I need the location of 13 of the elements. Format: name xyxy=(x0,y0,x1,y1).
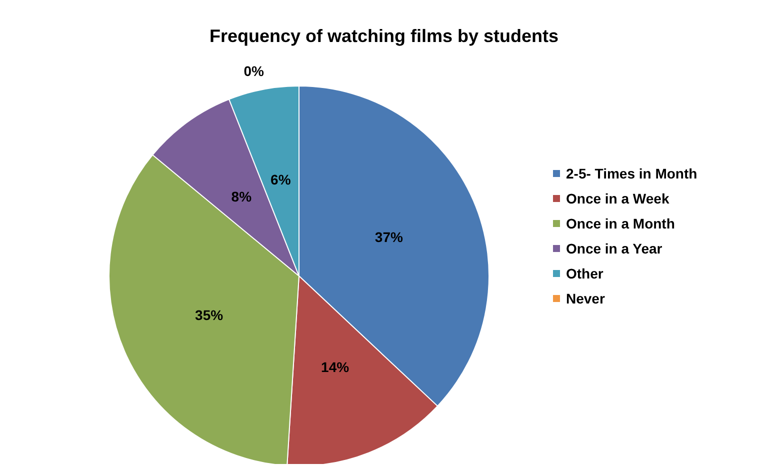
data-label: 14% xyxy=(321,359,350,376)
legend-label: Other xyxy=(566,266,604,282)
text: 0% xyxy=(244,63,264,79)
legend-label: 2-5- Times in Month xyxy=(566,166,698,182)
legend-label: Once in a Week xyxy=(566,190,670,206)
chart-title: Frequency of watching films by students xyxy=(209,26,559,46)
legend-label: Once in a Year xyxy=(566,240,663,256)
data-label: 37% xyxy=(374,229,404,246)
legend-label: Never xyxy=(566,290,606,306)
data-label: 35% xyxy=(195,306,224,323)
legend-label: Once in a Month xyxy=(566,216,675,232)
data-label: 6% xyxy=(270,172,292,188)
data-label: 8% xyxy=(231,188,252,205)
